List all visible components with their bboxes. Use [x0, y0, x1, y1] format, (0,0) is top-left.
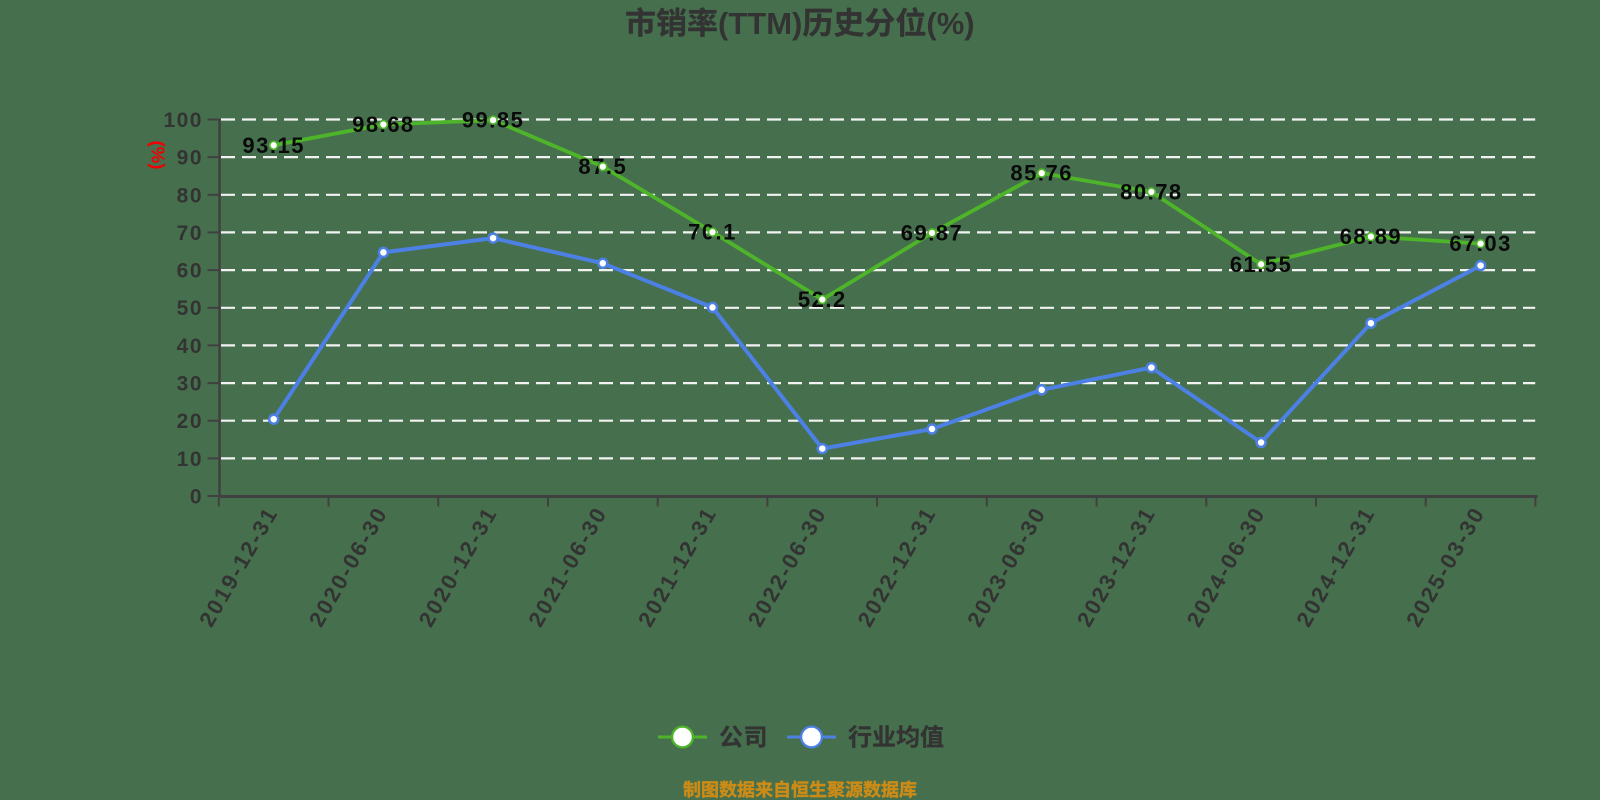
svg-text:40: 40: [177, 335, 203, 358]
svg-text:(%): (%): [926, 6, 974, 41]
svg-text:20: 20: [177, 410, 203, 433]
svg-text:10: 10: [177, 448, 203, 471]
svg-text:90: 90: [177, 147, 203, 170]
svg-text:70: 70: [177, 222, 203, 245]
svg-text:(%): (%): [148, 141, 169, 170]
svg-text:50: 50: [177, 297, 203, 320]
svg-text:100: 100: [163, 109, 203, 132]
svg-text:60: 60: [177, 260, 203, 283]
svg-text:0: 0: [190, 486, 203, 509]
svg-text:80: 80: [177, 184, 203, 207]
svg-text:30: 30: [177, 373, 203, 396]
svg-text:(TTM): (TTM): [718, 6, 802, 41]
